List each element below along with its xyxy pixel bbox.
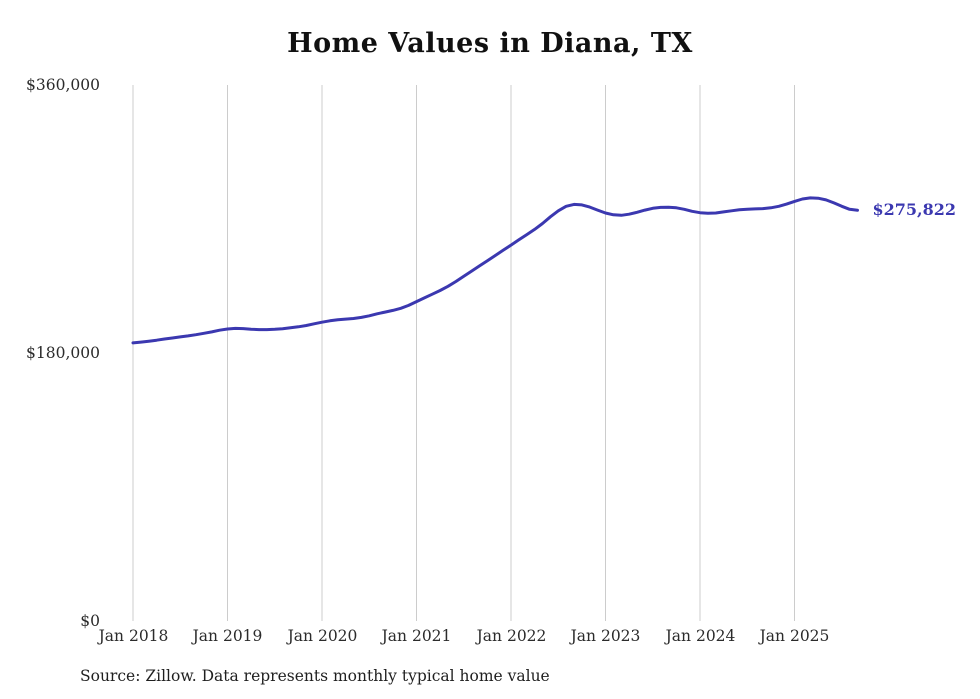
x-axis-label-jan-2021: Jan 2021 [381, 627, 452, 645]
x-axis-label-jan-2019: Jan 2019 [192, 627, 263, 645]
x-axis-label-jan-2020: Jan 2020 [287, 627, 358, 645]
x-axis-label-jan-2024: Jan 2024 [665, 627, 736, 645]
source-note: Source: Zillow. Data represents monthly … [80, 667, 550, 685]
x-axis-label-jan-2022: Jan 2022 [476, 627, 547, 645]
y-axis-label-0: $0 [80, 612, 100, 630]
x-axis-label-jan-2023: Jan 2023 [570, 627, 641, 645]
x-axis-label-jan-2018: Jan 2018 [98, 627, 169, 645]
y-axis-label-180000: $180,000 [26, 344, 100, 362]
home-value-line-series [131, 196, 859, 345]
y-axis-label-360000: $360,000 [26, 76, 100, 94]
chart-title: Home Values in Diana, TX [287, 28, 693, 59]
last-value-label: $275,822 [872, 200, 957, 220]
x-axis-label-jan-2025: Jan 2025 [759, 627, 830, 645]
